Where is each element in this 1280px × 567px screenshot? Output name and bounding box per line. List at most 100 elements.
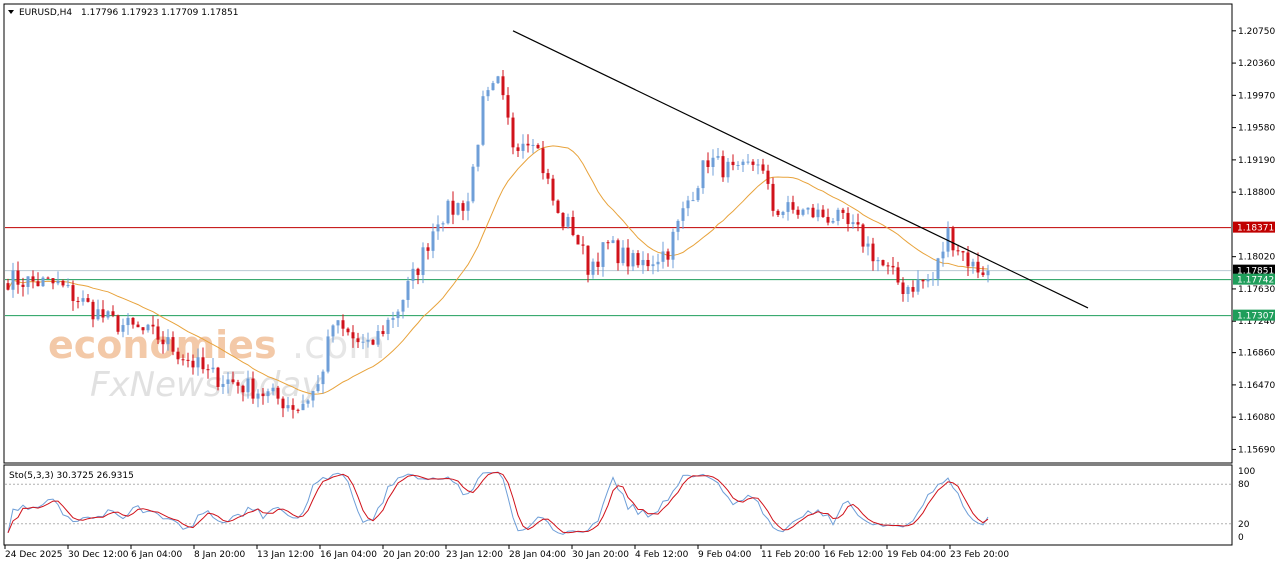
candle [246, 370, 250, 399]
candle [886, 262, 890, 275]
candle [381, 325, 385, 337]
svg-text:1.17851: 1.17851 [1237, 267, 1274, 277]
candle [891, 257, 895, 275]
candle [606, 240, 610, 250]
candle [791, 195, 795, 214]
candle [516, 143, 520, 158]
candle [931, 271, 935, 286]
candle [301, 394, 305, 411]
candle [161, 331, 165, 354]
candle [401, 299, 405, 319]
stochastic-label: Sto(5,3,3) 30.3725 26.9315 [9, 471, 134, 481]
time-tick-label: 16 Feb 12:00 [824, 550, 883, 560]
time-tick-label: 23 Feb 20:00 [950, 550, 1009, 560]
candle [751, 159, 755, 172]
candle [816, 203, 820, 222]
candle [841, 207, 845, 219]
candle [926, 273, 930, 288]
candle [86, 293, 90, 303]
price-tick-label: 1.19970 [1238, 91, 1275, 101]
candle [846, 207, 850, 232]
trendline[interactable] [512, 30, 1089, 309]
price-tick-label: 1.17630 [1238, 285, 1275, 295]
watermark: economies .com FxNewsToday [48, 323, 385, 405]
candle [376, 324, 380, 347]
candle [826, 208, 830, 226]
stochastic-pane-frame [3, 464, 1233, 546]
price-tick-label: 1.18020 [1238, 253, 1275, 263]
candle [451, 191, 455, 225]
candle [101, 300, 105, 323]
candle [726, 158, 730, 183]
candle [736, 161, 740, 171]
candle [386, 317, 390, 341]
candle [801, 208, 805, 217]
price-tick-label: 1.19190 [1238, 156, 1275, 166]
candle [81, 290, 85, 306]
candle [141, 327, 145, 335]
candle [591, 258, 595, 279]
candle [41, 276, 45, 287]
candle [181, 354, 185, 366]
triangle-down-icon[interactable] [8, 10, 14, 14]
candle [881, 259, 885, 267]
candle [551, 174, 555, 206]
candle [321, 369, 325, 394]
candle [186, 352, 190, 368]
candle [256, 389, 260, 408]
price-tick-label: 1.16470 [1238, 381, 1275, 391]
candle [201, 347, 205, 374]
candle [121, 318, 125, 338]
candle [526, 134, 530, 153]
symbol-label: EURUSD,H4 [19, 8, 72, 18]
candle [261, 387, 265, 405]
candle [461, 200, 465, 221]
candle [501, 70, 505, 100]
candle [71, 280, 75, 311]
candle [921, 279, 925, 289]
time-tick-label: 30 Dec 12:00 [68, 550, 129, 560]
candle [631, 249, 635, 271]
candle [741, 159, 745, 172]
time-tick-label: 6 Jan 04:00 [131, 550, 183, 560]
candle [266, 388, 270, 403]
candle [356, 332, 360, 348]
time-tick-label: 8 Jan 20:00 [194, 550, 246, 560]
candle [166, 329, 170, 351]
candle [286, 396, 290, 412]
price-tick-label: 1.18800 [1238, 188, 1275, 198]
candle [961, 250, 965, 262]
time-tick-label: 19 Feb 04:00 [887, 550, 946, 560]
candle [491, 80, 495, 91]
candle [46, 276, 50, 279]
candle [586, 245, 590, 283]
candle [746, 153, 750, 165]
candle [341, 314, 345, 337]
candle [956, 244, 960, 256]
candle [871, 237, 875, 271]
moving-average-line [7, 145, 989, 395]
candle [901, 277, 905, 302]
candle [116, 314, 120, 335]
price-tick-label: 1.16080 [1238, 413, 1275, 423]
candle [701, 160, 705, 194]
candle [821, 205, 825, 218]
candle [131, 317, 135, 329]
support-1-price-tag: 1.17742 [1233, 273, 1275, 286]
candle [966, 245, 970, 277]
candle [656, 253, 660, 272]
main-pane-frame [3, 3, 1233, 464]
candle [416, 267, 420, 285]
candle [906, 285, 910, 303]
candle [481, 90, 485, 147]
candle [281, 396, 285, 418]
candle [971, 258, 975, 274]
candle [241, 384, 245, 402]
candle [331, 324, 335, 343]
candle [576, 234, 580, 245]
candle [96, 299, 100, 321]
candle [316, 375, 320, 393]
candle [136, 321, 140, 328]
time-tick-label: 28 Jan 04:00 [509, 550, 566, 560]
